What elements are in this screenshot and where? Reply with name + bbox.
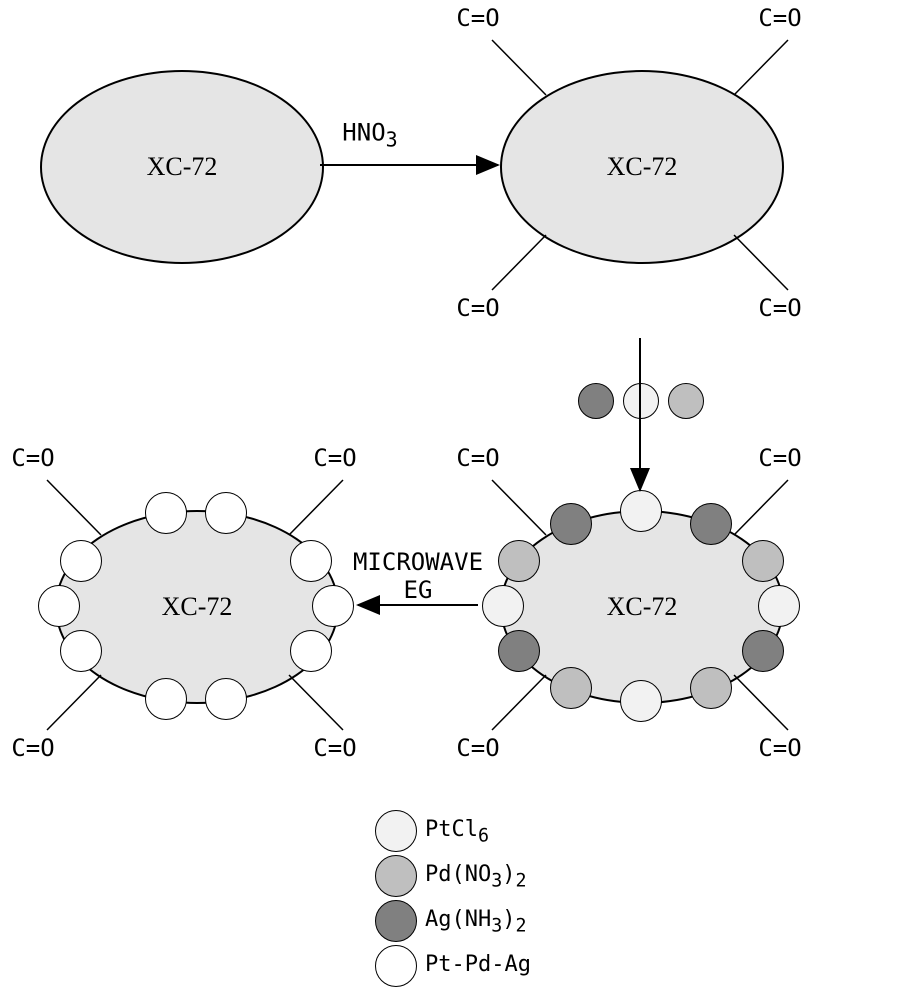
- adsorbed-dot: [498, 540, 540, 582]
- adsorbed-dot: [550, 667, 592, 709]
- precursor-dot: [623, 383, 659, 419]
- arrow-label: HNO3: [342, 119, 397, 152]
- co-label: C=O: [758, 444, 801, 472]
- co-label: C=O: [758, 734, 801, 762]
- xc72-label: XC-72: [162, 592, 233, 622]
- adsorbed-dot: [550, 503, 592, 545]
- legend-label: Pd(NO3)2: [425, 862, 527, 891]
- xc72-label: XC-72: [607, 592, 678, 622]
- alloy-dot: [145, 678, 187, 720]
- alloy-dot: [290, 540, 332, 582]
- precursor-dot: [668, 383, 704, 419]
- co-label: C=O: [758, 294, 801, 322]
- co-label: C=O: [11, 444, 54, 472]
- xc72-ellipse-br: XC-72: [500, 510, 784, 704]
- diagram-canvas: XC-72 XC-72 XC-72 XC-72 C=O C=O C=O C=O C=O C=O C=…: [0, 0, 903, 1000]
- xc72-label: XC-72: [147, 152, 218, 182]
- alloy-dot: [205, 492, 247, 534]
- co-label: C=O: [456, 4, 499, 32]
- alloy-dot: [38, 585, 80, 627]
- co-label: C=O: [456, 444, 499, 472]
- adsorbed-dot: [482, 585, 524, 627]
- co-label: C=O: [313, 444, 356, 472]
- co-label: C=O: [758, 4, 801, 32]
- legend-label: Ag(NH3)2: [425, 907, 527, 936]
- legend-label: Pt-Pd-Ag: [425, 952, 531, 977]
- alloy-dot: [60, 630, 102, 672]
- arrow-label2: EG: [404, 576, 433, 604]
- xc72-ellipse-tr: XC-72: [500, 70, 784, 264]
- adsorbed-dot: [620, 680, 662, 722]
- co-label: C=O: [456, 734, 499, 762]
- xc72-ellipse-tl: XC-72: [40, 70, 324, 264]
- xc72-label: XC-72: [607, 152, 678, 182]
- xc72-ellipse-bl: XC-72: [55, 510, 339, 704]
- adsorbed-dot: [498, 630, 540, 672]
- legend-swatch: [375, 855, 417, 897]
- co-label: C=O: [313, 734, 356, 762]
- arrow-label: MICROWAVE: [353, 548, 483, 576]
- alloy-dot: [205, 678, 247, 720]
- legend-swatch: [375, 810, 417, 852]
- alloy-dot: [312, 585, 354, 627]
- co-label: C=O: [11, 734, 54, 762]
- legend-swatch: [375, 900, 417, 942]
- alloy-dot: [60, 540, 102, 582]
- adsorbed-dot: [742, 540, 784, 582]
- adsorbed-dot: [690, 667, 732, 709]
- adsorbed-dot: [620, 490, 662, 532]
- adsorbed-dot: [742, 630, 784, 672]
- legend-label: PtCl6: [425, 817, 489, 846]
- adsorbed-dot: [758, 585, 800, 627]
- legend-swatch: [375, 945, 417, 987]
- alloy-dot: [290, 630, 332, 672]
- alloy-dot: [145, 492, 187, 534]
- precursor-dot: [578, 383, 614, 419]
- co-label: C=O: [456, 294, 499, 322]
- adsorbed-dot: [690, 503, 732, 545]
